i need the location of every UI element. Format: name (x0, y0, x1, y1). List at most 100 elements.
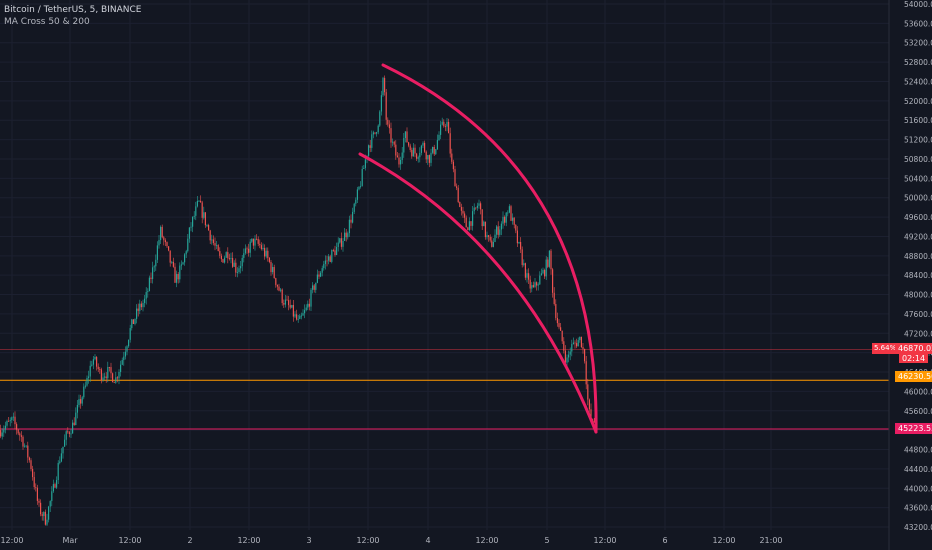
candle-body (251, 238, 253, 242)
candle-body (320, 272, 322, 277)
candle-body (200, 200, 202, 203)
candle-body (307, 303, 309, 308)
candle-body (214, 243, 216, 246)
candle-body (491, 240, 493, 247)
candle-body (512, 217, 514, 221)
candle-body (332, 250, 334, 251)
candle-body (390, 128, 392, 143)
candle-body (17, 429, 19, 434)
y-tick-label: 44000.00 (904, 484, 932, 493)
candle-body (502, 216, 504, 224)
candle-body (462, 210, 464, 214)
y-tick-label: 51200.00 (904, 136, 932, 145)
candle-body (299, 315, 301, 319)
candle-body (323, 263, 325, 269)
candle-body (315, 282, 317, 290)
candle-body (305, 307, 307, 311)
candle-body (321, 268, 323, 273)
candle-body (590, 409, 592, 420)
candle-body (579, 336, 581, 341)
upper-arc[interactable] (381, 63, 598, 434)
lower-arc[interactable] (358, 152, 598, 434)
candle-body (20, 435, 22, 437)
candle-body (70, 433, 72, 435)
percent-change-badge: 5.64% (872, 343, 899, 354)
candle-body (536, 282, 538, 286)
candle-body (534, 282, 536, 287)
candle-body (196, 201, 198, 207)
indicator-title[interactable]: MA Cross 50 & 200 (4, 17, 90, 27)
candle-body (123, 356, 125, 361)
candle-body (374, 132, 376, 134)
candle-body (556, 317, 558, 324)
candle-body (387, 119, 389, 125)
arc-drawing[interactable] (358, 63, 598, 434)
candle-body (145, 292, 147, 299)
candle-body (113, 382, 115, 383)
candle-body (40, 502, 42, 515)
candle-body (465, 217, 467, 228)
y-tick-label: 50400.00 (904, 174, 932, 183)
candle-body (582, 347, 584, 349)
candle-body (400, 159, 402, 165)
candle-body (81, 397, 83, 404)
candle-body (126, 346, 128, 352)
x-tick-label: 6 (662, 536, 667, 545)
candle-body (430, 152, 432, 163)
candle-body (51, 491, 53, 502)
candle-body (464, 213, 466, 218)
candle-body (182, 262, 184, 265)
horizontal-price-lines[interactable] (0, 348, 889, 430)
candle-body (56, 480, 58, 488)
candle-body (515, 224, 517, 231)
candle-body (243, 253, 245, 258)
candle-body (427, 155, 429, 160)
symbol-title[interactable]: Bitcoin / TetherUS, 5, BINANCE (4, 5, 142, 15)
candle-body (72, 422, 74, 434)
candle-body (280, 289, 282, 291)
candle-body (108, 367, 110, 368)
candle-body (156, 245, 158, 260)
candle-body (38, 500, 40, 503)
candle-body (262, 247, 264, 250)
candle-body (550, 250, 552, 270)
current-price-tag: 46870.02 (895, 343, 932, 354)
candle-body (124, 351, 126, 357)
candle-body (235, 262, 237, 273)
candle-body (11, 417, 13, 421)
candle-body (361, 168, 363, 186)
candle-body (492, 241, 494, 247)
candle-body (185, 251, 187, 255)
candle-body (257, 239, 259, 244)
candle-body (481, 209, 483, 227)
candle-body (131, 319, 133, 329)
candle-body (404, 131, 406, 139)
candle-body (382, 77, 384, 96)
candle-body (505, 212, 507, 223)
candle-body (560, 327, 562, 331)
candle-body (403, 138, 405, 153)
candle-body (16, 424, 18, 430)
candle-body (488, 235, 490, 237)
candle-body (520, 241, 522, 250)
candle-body (529, 279, 531, 289)
candle-body (436, 140, 438, 150)
time-axis[interactable]: 12:00 Mar 12:00 2 12:00 3 12:00 4 12:00 5 12:00 6 12… (0, 536, 782, 545)
candle-body (180, 264, 182, 266)
candle-body (422, 142, 424, 146)
candle-body (264, 247, 266, 257)
x-tick-label: 2 (187, 536, 192, 545)
candle-body (168, 246, 170, 251)
candle-body (448, 121, 450, 134)
candle-body (345, 232, 347, 238)
candle-body (150, 277, 152, 279)
candle-body (259, 243, 261, 246)
candle-body (540, 273, 542, 276)
x-tick-label: 12:00 (237, 536, 260, 545)
candle-body (545, 259, 547, 277)
candle-body (392, 141, 394, 143)
candle-body (552, 269, 554, 293)
candle-body (460, 207, 462, 211)
y-tick-label: 52800.00 (904, 58, 932, 67)
